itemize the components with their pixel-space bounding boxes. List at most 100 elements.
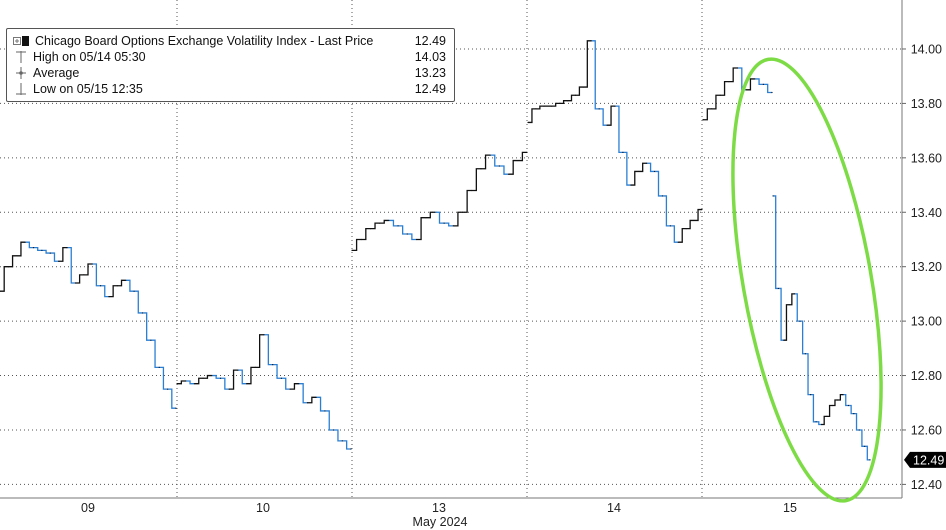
series-segment	[108, 285, 118, 298]
series-segment	[559, 100, 568, 105]
data-point	[653, 170, 656, 173]
data-point	[754, 78, 756, 80]
data-point	[167, 388, 169, 390]
data-point	[590, 40, 592, 42]
data-point	[461, 211, 464, 213]
series-segment	[298, 383, 308, 404]
data-point	[315, 396, 317, 398]
series-segment	[167, 388, 176, 409]
legend-average-label: Average	[33, 66, 80, 80]
series-segment	[638, 162, 647, 173]
y-tick-label: 14.00	[911, 42, 942, 56]
data-point	[826, 415, 828, 417]
data-point	[211, 374, 213, 377]
series-segment	[864, 445, 870, 461]
data-point	[219, 377, 222, 379]
y-tick-label: 12.80	[911, 369, 942, 383]
data-point	[415, 238, 418, 241]
legend-series-value: 12.49	[414, 34, 446, 48]
x-tick-label: 15	[783, 501, 797, 515]
data-point	[535, 108, 537, 110]
data-point	[638, 170, 640, 173]
series-segment	[425, 211, 435, 219]
series-segment	[816, 421, 822, 426]
series-segment	[462, 189, 472, 213]
series-segment	[407, 233, 417, 241]
series-segment	[398, 225, 408, 235]
series-segment	[246, 366, 256, 385]
legend-high-label: High on 05/14 05:30	[33, 50, 146, 64]
series-segment	[58, 246, 68, 262]
data-point	[810, 393, 812, 396]
series-segment	[117, 279, 126, 287]
series-segment	[352, 238, 362, 252]
series-segment	[281, 377, 291, 390]
series-segment	[264, 334, 273, 366]
series-segment	[837, 393, 844, 401]
data-point	[820, 423, 823, 426]
series-segment	[832, 399, 838, 407]
series-segment	[615, 105, 623, 154]
data-point	[175, 407, 177, 409]
series-segment	[686, 219, 695, 230]
data-point	[116, 285, 118, 287]
data-point	[858, 429, 860, 431]
series-segment	[307, 396, 317, 404]
high-marker-icon	[16, 51, 26, 63]
series-segment	[821, 415, 827, 426]
data-point	[842, 393, 844, 396]
series-segment	[783, 304, 790, 341]
series-segment	[551, 102, 560, 107]
series-segment	[220, 377, 230, 390]
series-segment	[599, 108, 608, 126]
series-segment	[630, 170, 639, 186]
data-point	[711, 108, 713, 110]
series-segment	[517, 151, 527, 162]
y-tick-label: 13.20	[911, 260, 942, 274]
data-point	[289, 388, 291, 390]
data-point	[58, 260, 60, 262]
data-point	[298, 383, 300, 385]
series-segment	[67, 246, 76, 284]
series-segment	[773, 195, 779, 290]
data-point	[853, 413, 855, 415]
series-segment	[471, 168, 481, 192]
data-point	[443, 222, 445, 224]
legend-series-row: Chicago Board Options Exchange Volatilit…	[13, 33, 446, 49]
data-point	[125, 279, 127, 281]
data-point	[701, 208, 703, 211]
series-segment	[83, 263, 93, 276]
series-segment	[607, 105, 615, 126]
series-segment	[843, 393, 849, 407]
data-point	[185, 380, 187, 382]
series-segment	[177, 380, 186, 385]
data-point	[49, 252, 51, 254]
series-segment	[361, 227, 371, 241]
y-tick-label: 12.60	[911, 423, 942, 437]
series-segment	[859, 429, 865, 447]
data-point	[306, 402, 309, 404]
data-point	[693, 219, 695, 222]
y-tick-label: 12.40	[911, 478, 942, 492]
series-segment	[444, 222, 454, 227]
series-segment	[853, 412, 860, 431]
series-segment	[194, 377, 204, 385]
data-point	[237, 369, 239, 371]
series-segment	[41, 249, 51, 254]
series-segment	[508, 159, 518, 175]
data-point	[551, 105, 553, 107]
data-point	[566, 100, 569, 102]
series-segment	[150, 339, 160, 369]
series-segment	[528, 108, 536, 124]
data-point	[702, 119, 704, 121]
legend-series-label: Chicago Board Options Exchange Volatilit…	[35, 34, 374, 48]
legend-low-label: Low on 05/15 12:35	[33, 82, 143, 96]
data-point	[24, 241, 26, 243]
series-segment	[654, 170, 663, 197]
data-point	[272, 364, 274, 366]
data-point	[762, 83, 764, 85]
last-price-label: 12.49	[913, 453, 944, 467]
series-segment	[794, 293, 800, 322]
series-segment	[848, 404, 854, 415]
